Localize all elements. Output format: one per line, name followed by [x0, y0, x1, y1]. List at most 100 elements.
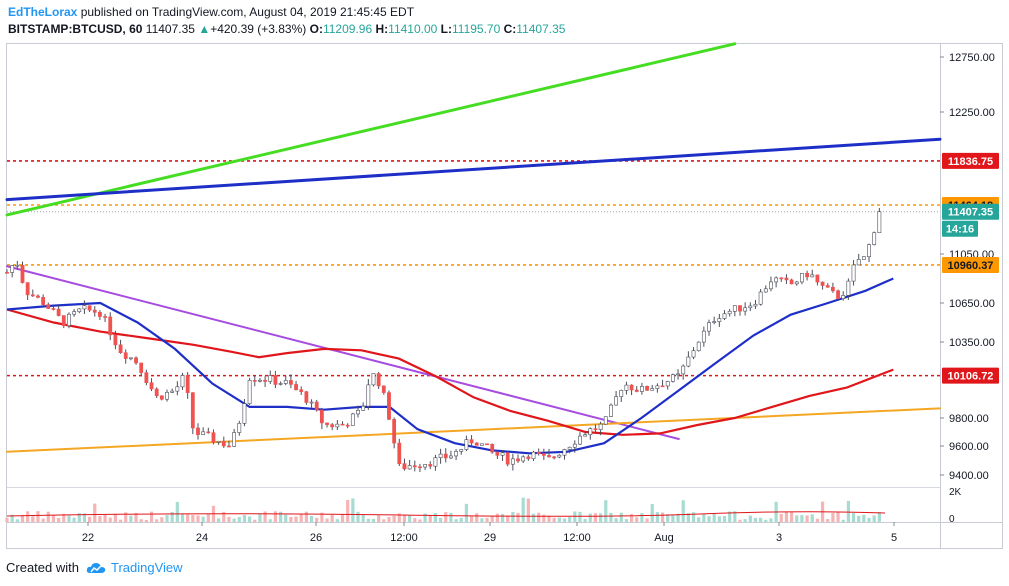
volume-bar [516, 512, 520, 522]
volume-bar [82, 513, 87, 522]
volume-bar [454, 519, 458, 522]
volume-bar [640, 513, 644, 522]
volume-bar [57, 517, 61, 522]
volume-bar [521, 497, 525, 522]
candle-body [366, 384, 371, 407]
candles [5, 208, 882, 472]
volume-bar [552, 517, 556, 522]
volume-bar [93, 503, 97, 522]
volume-bar [165, 515, 169, 522]
y-tick-label: 10350.00 [949, 337, 995, 349]
volume-bar [562, 518, 567, 522]
volume-bar [351, 498, 355, 522]
candle-body [211, 432, 216, 443]
volume-bar [764, 519, 768, 522]
volume-bar [356, 511, 360, 522]
candle-body [144, 372, 149, 384]
volume-bar [263, 511, 267, 522]
candle-body [732, 305, 737, 312]
candle-body [41, 297, 46, 305]
volume-bar [851, 513, 856, 522]
candle-body [681, 365, 686, 375]
volume-bar [134, 512, 138, 522]
candle-body [867, 244, 871, 258]
volume-bar [175, 501, 179, 522]
volume-bar [413, 518, 417, 522]
candle-body [619, 390, 624, 398]
volume-bar [645, 518, 649, 522]
volume-bar [397, 513, 401, 522]
price-axis[interactable]: 9400.009600.009800.0010350.0010650.00110… [940, 52, 995, 525]
candle-body [412, 465, 417, 468]
author-name[interactable]: EdTheLorax [8, 5, 78, 19]
candle-body [825, 285, 830, 288]
candle-body [583, 434, 588, 437]
moving-average-red [6, 308, 894, 436]
volume-bar [366, 518, 370, 522]
volume-bar [686, 513, 690, 522]
candle-body [242, 403, 247, 424]
candle-body [304, 391, 309, 403]
volume-bar [129, 515, 133, 522]
time-axis[interactable]: 22 24 26 12:00 29 12:00 Aug 3 5 [82, 522, 897, 544]
open-value: 11209.96 [322, 22, 373, 36]
volume-bar [98, 516, 102, 522]
tradingview-brand[interactable]: TradingView [110, 560, 183, 575]
candle-body [289, 380, 293, 385]
price-label: 10960.37 [948, 260, 994, 272]
candle-body [263, 379, 267, 382]
volume-bar [506, 515, 510, 522]
candle-body [165, 392, 169, 400]
up-arrow-icon: ▲ [198, 22, 211, 36]
candle-body [268, 375, 273, 382]
symbol-label: BITSTAMP:BTCUSD, 60 [8, 22, 143, 36]
volume-bar [227, 516, 231, 522]
open-label: O: [309, 22, 323, 36]
candle-body [92, 309, 97, 313]
x-tick-label: 26 [310, 532, 322, 544]
volume-bar [191, 515, 195, 522]
candle-body [784, 277, 789, 281]
volume-bar [728, 511, 732, 522]
candle-body [247, 380, 252, 404]
candle-body [356, 410, 360, 415]
candle-body [521, 456, 526, 462]
candle-body [335, 423, 340, 428]
volume-bars [5, 497, 886, 522]
volume-bar [469, 516, 474, 522]
price-label-box [942, 367, 999, 384]
candle-body [82, 305, 87, 310]
candle-body [314, 401, 319, 411]
volume-bar [144, 519, 148, 522]
candle-body [449, 455, 453, 459]
candle-body [325, 422, 329, 425]
price-labels: 11836.7511464.1811407.3510960.3710106.72… [942, 152, 999, 384]
x-tick-label: 29 [484, 532, 496, 544]
candle-body [562, 449, 567, 456]
candle-body [722, 313, 727, 319]
volume-bar [124, 512, 128, 522]
price-label: 11407.35 [948, 207, 993, 219]
candle-body [717, 318, 722, 322]
candle-body [381, 385, 386, 393]
volume-bar [779, 513, 783, 522]
volume-bar [500, 514, 505, 522]
candle-body [609, 404, 613, 417]
volume-bar [206, 513, 210, 522]
candle-body [407, 465, 412, 470]
volume-bar [258, 513, 262, 522]
candle-body [61, 315, 66, 326]
volume-bar [20, 514, 25, 522]
volume-bar [371, 518, 376, 522]
candle-body [227, 445, 231, 448]
candle-body [640, 386, 644, 392]
volume-bar [325, 518, 329, 522]
close-label: C: [503, 22, 517, 36]
trendlines [5, 42, 942, 453]
volume-bar [113, 514, 117, 522]
candle-body [299, 389, 304, 393]
candle-body [774, 277, 779, 283]
volume-bar [485, 517, 489, 522]
y-tick-label: 9800.00 [949, 413, 989, 425]
